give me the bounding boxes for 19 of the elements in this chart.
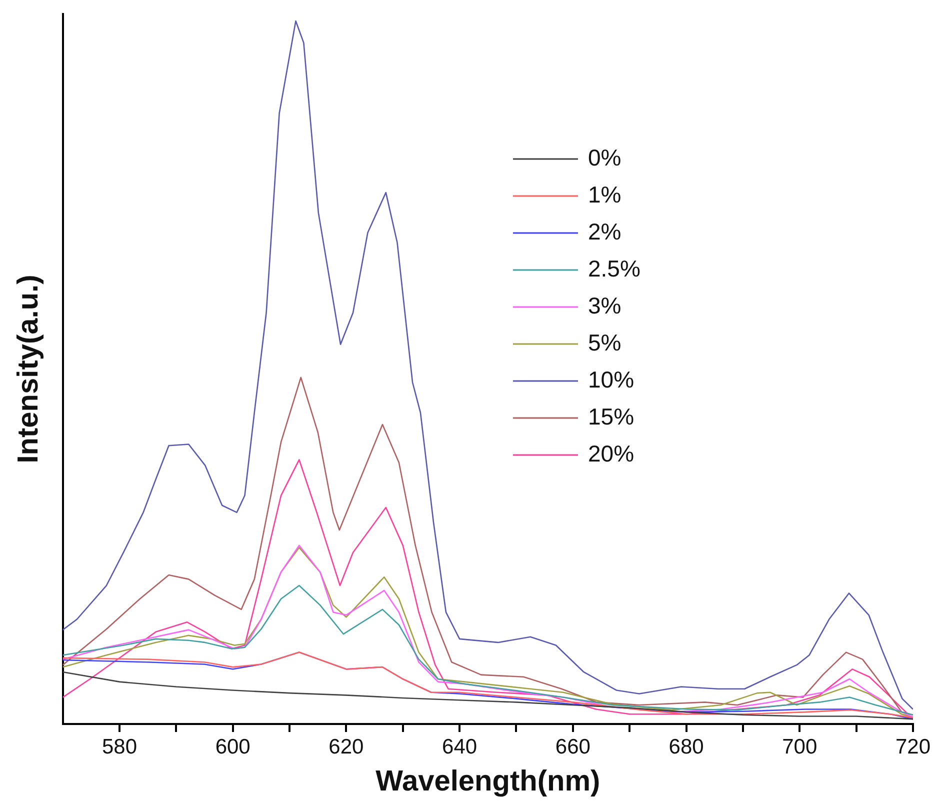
legend-label: 20% xyxy=(588,440,634,466)
x-tick-label: 660 xyxy=(555,735,590,758)
legend-label: 2% xyxy=(588,218,622,244)
legend-label: 0% xyxy=(588,144,622,170)
legend-label: 10% xyxy=(588,366,634,392)
x-tick-label: 700 xyxy=(782,735,818,758)
legend-label: 2.5% xyxy=(588,255,640,282)
x-tick-label: 620 xyxy=(328,735,364,758)
x-tick-label: 640 xyxy=(442,735,478,758)
x-tick-label: 680 xyxy=(668,735,704,758)
legend-label: 3% xyxy=(588,292,622,318)
x-tick-label: 600 xyxy=(215,735,250,758)
legend-label: 1% xyxy=(588,181,622,208)
legend-label: 5% xyxy=(588,329,622,356)
x-tick-label: 720 xyxy=(895,735,931,758)
y-axis-title: Intensity(a.u.) xyxy=(12,274,44,464)
legend-label: 15% xyxy=(588,403,634,430)
x-tick-label: 580 xyxy=(102,735,138,758)
x-axis-title: Wavelength(nm) xyxy=(376,766,600,798)
